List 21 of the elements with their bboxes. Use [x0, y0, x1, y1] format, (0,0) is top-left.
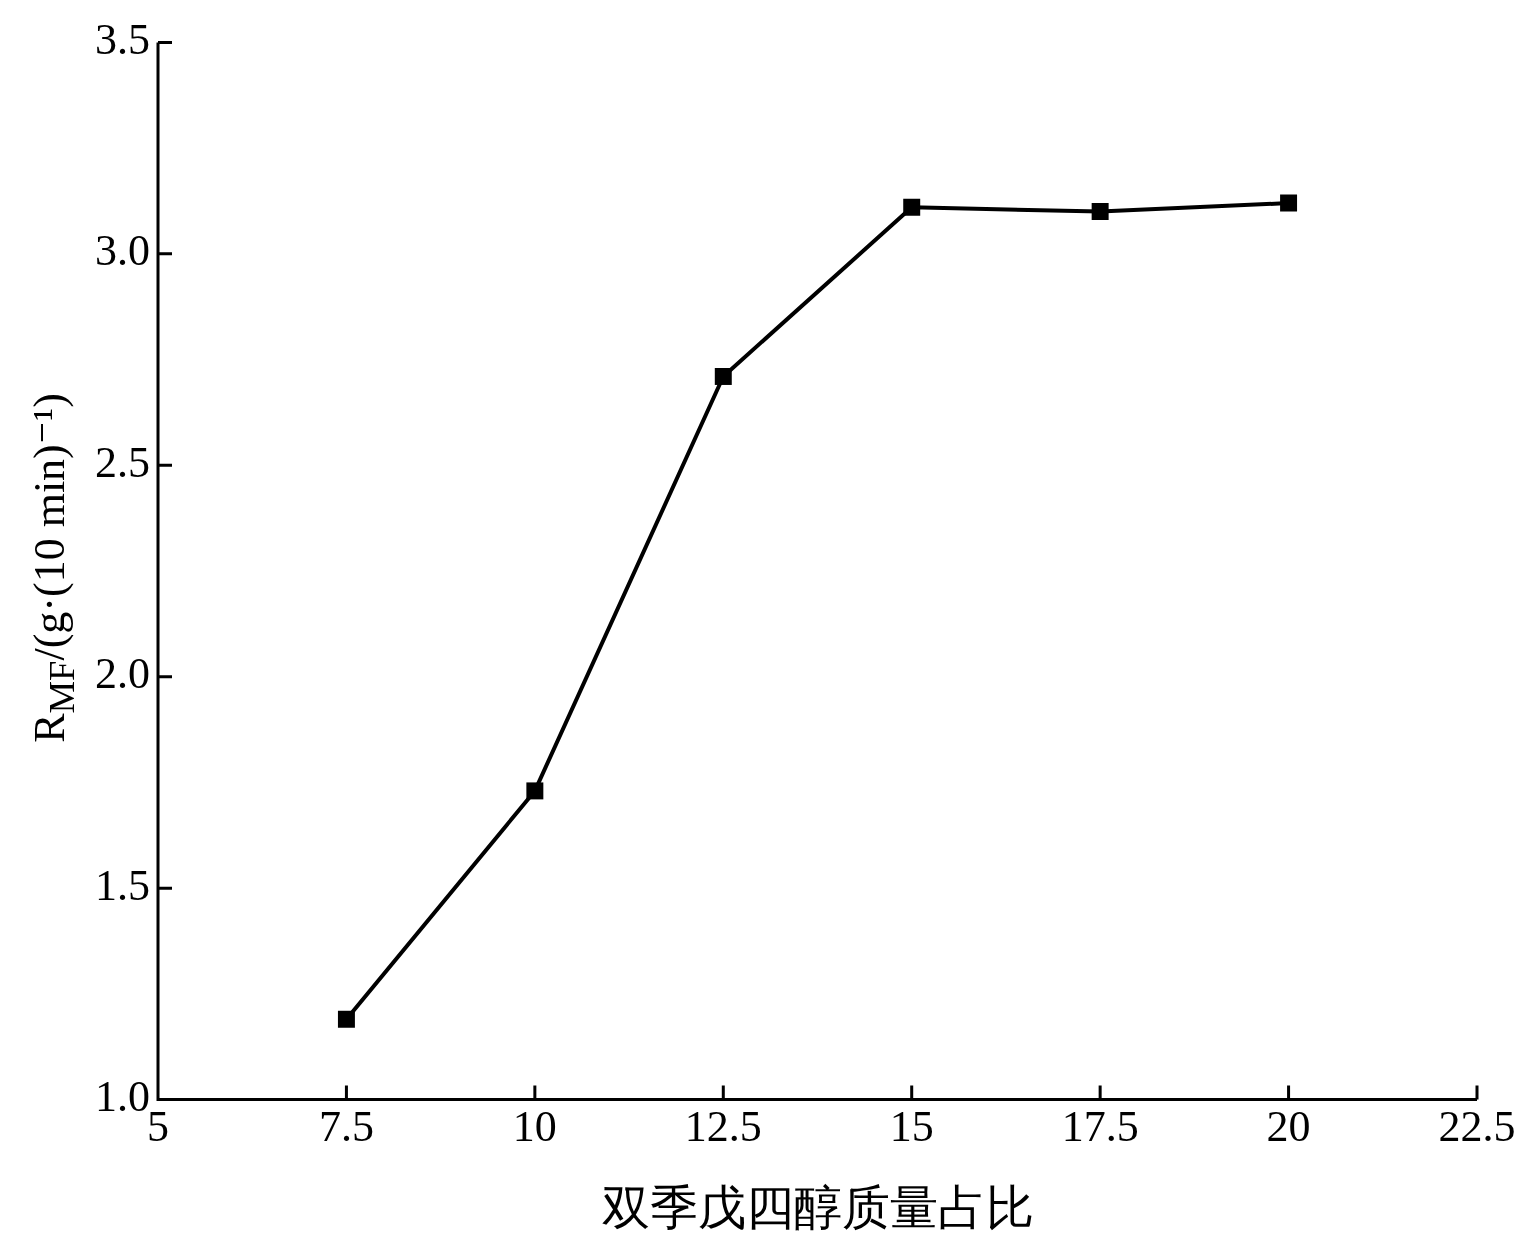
point — [526, 782, 544, 800]
point — [1091, 203, 1109, 221]
x-tick-label: 20 — [1266, 1101, 1311, 1151]
x-tick-label: 22.5 — [1438, 1101, 1516, 1151]
x-tick-label: 5 — [147, 1101, 169, 1151]
point — [903, 198, 921, 216]
y-tick-label: 1.5 — [95, 860, 150, 910]
y-tick-label: 1.0 — [95, 1072, 150, 1122]
x-tick-label: 12.5 — [684, 1101, 762, 1151]
x-tick-label: 10 — [512, 1101, 557, 1151]
point — [1280, 194, 1298, 212]
y-tick-label: 2.5 — [95, 437, 150, 487]
y-tick-label: 2.0 — [95, 649, 150, 699]
point — [337, 1010, 355, 1028]
y-tick-label: 3.0 — [95, 226, 150, 276]
x-tick-label: 7.5 — [318, 1101, 374, 1151]
x-tick-label: 15 — [889, 1101, 934, 1151]
x-tick-label: 17.5 — [1061, 1101, 1139, 1151]
x-axis-title: 双季戊四醇质量占比 — [601, 1180, 1034, 1234]
point — [714, 367, 732, 385]
y-tick-label: 3.5 — [95, 14, 150, 64]
